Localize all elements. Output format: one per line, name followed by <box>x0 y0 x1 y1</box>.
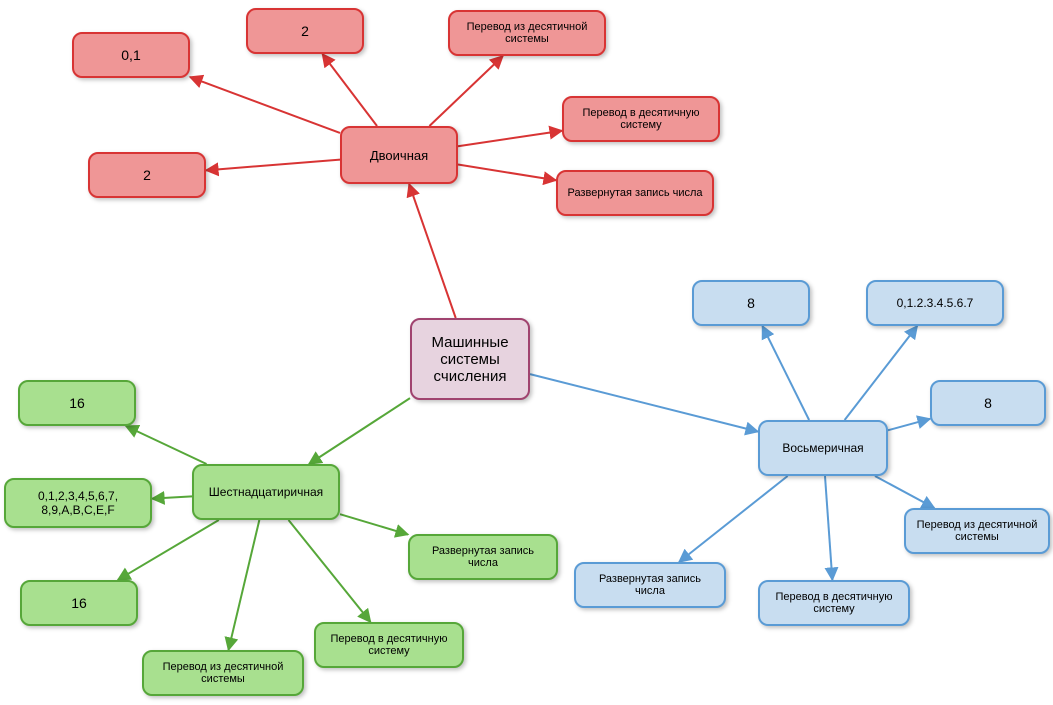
edge <box>409 184 456 318</box>
node-g_hub: Шестнадцатиричная <box>192 464 340 520</box>
edge <box>289 520 371 622</box>
edge <box>118 520 219 580</box>
node-r3: Перевод из десятичной системы <box>448 10 606 56</box>
node-r4: Перевод в десятичную систему <box>562 96 720 142</box>
edge <box>888 419 930 430</box>
edge <box>228 520 259 650</box>
edge <box>206 160 340 171</box>
edge <box>126 426 207 464</box>
edge <box>679 476 788 562</box>
node-b1: 8 <box>692 280 810 326</box>
node-r_hub: Двоичная <box>340 126 458 184</box>
node-g5: Перевод в десятичную систему <box>314 622 464 668</box>
node-r5: Развернутая запись числа <box>556 170 714 216</box>
edge <box>429 56 502 126</box>
edge <box>152 496 192 498</box>
node-b6: Развернутая запись числа <box>574 562 726 608</box>
edge <box>875 476 934 508</box>
node-b3: 8 <box>930 380 1046 426</box>
node-r2: 2 <box>246 8 364 54</box>
node-b5: Перевод в десятичную систему <box>758 580 910 626</box>
node-b_hub: Восьмеричная <box>758 420 888 476</box>
edge <box>458 131 562 146</box>
node-g4: Перевод из десятичной системы <box>142 650 304 696</box>
edge <box>762 326 809 420</box>
node-g3: 16 <box>20 580 138 626</box>
edge <box>845 326 918 420</box>
edge <box>322 54 377 126</box>
node-g1: 16 <box>18 380 136 426</box>
edge <box>530 374 758 431</box>
edge <box>825 476 832 580</box>
edge <box>309 398 410 464</box>
node-r1: 0,1 <box>72 32 190 78</box>
edge <box>190 77 340 133</box>
node-g2: 0,1,2,3,4,5,6,7, 8,9,A,B,C,E,F <box>4 478 152 528</box>
edge <box>340 514 408 534</box>
node-g6: Развернутая запись числа <box>408 534 558 580</box>
node-b4: Перевод из десятичной системы <box>904 508 1050 554</box>
node-r6: 2 <box>88 152 206 198</box>
node-b2: 0,1.2.3.4.5.6.7 <box>866 280 1004 326</box>
edge <box>458 165 556 181</box>
node-root: Машинные системы счисления <box>410 318 530 400</box>
